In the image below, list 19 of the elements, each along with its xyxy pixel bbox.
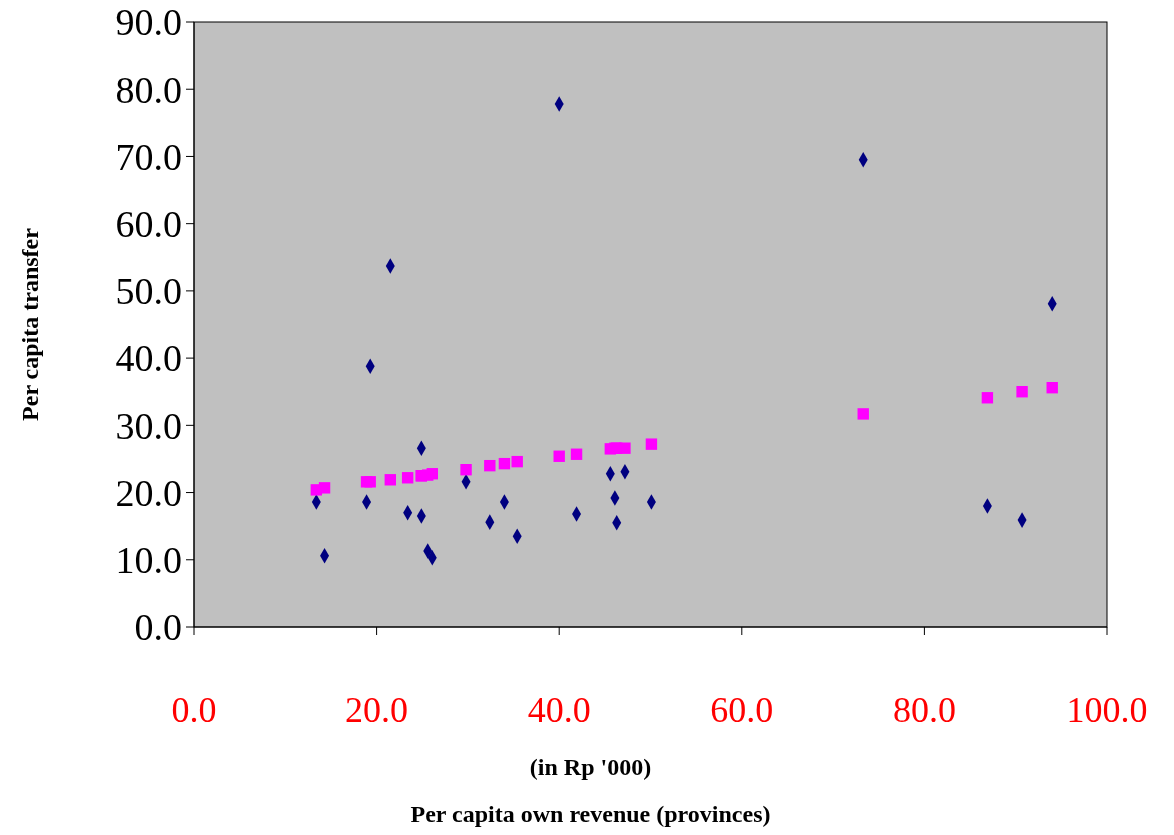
x-tick-label: 80.0 — [892, 690, 956, 730]
y-tick-label: 50.0 — [115, 270, 182, 313]
y-tick-label: 70.0 — [115, 135, 182, 178]
x-tick-label: 40.0 — [527, 690, 591, 730]
x-axis-title: Per capita own revenue (provinces) — [410, 801, 771, 827]
x-tick-label: 20.0 — [345, 690, 409, 730]
y-tick-label: 60.0 — [115, 202, 182, 245]
y-tick-label: 0.0 — [134, 606, 182, 649]
y-tick-label: 10.0 — [115, 539, 182, 582]
y-tick-label: 30.0 — [115, 404, 182, 447]
x-tick-label: 0.0 — [171, 690, 217, 730]
x-tick-label: 60.0 — [710, 690, 774, 730]
y-axis-title: Per capita transfer — [17, 227, 43, 421]
y-tick-label: 20.0 — [115, 471, 182, 514]
y-tick-label: 40.0 — [115, 337, 182, 380]
y-tick-label: 90.0 — [115, 1, 182, 44]
y-tick-label: 80.0 — [115, 68, 182, 111]
x-tick-label: 100.0 — [1066, 690, 1148, 730]
text: (in Rp '000) — [529, 754, 652, 780]
